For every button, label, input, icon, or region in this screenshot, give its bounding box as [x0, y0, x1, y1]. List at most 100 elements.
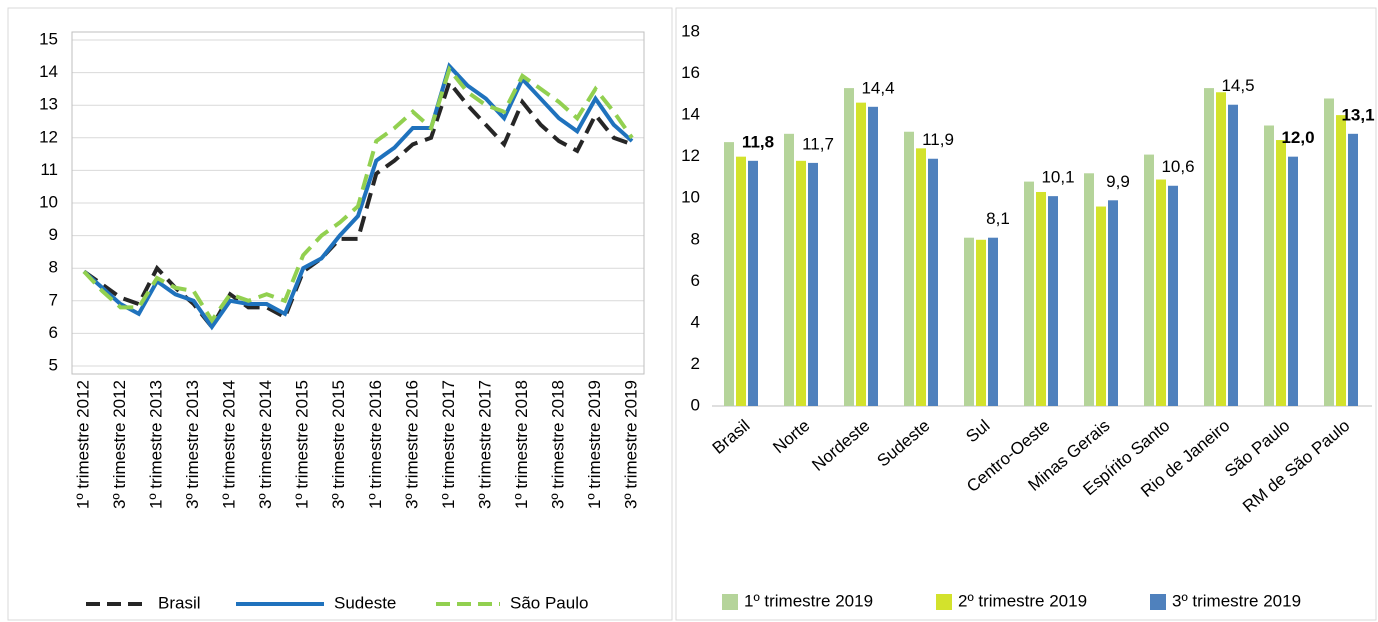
x-tick-label: Brasil [709, 416, 754, 458]
y-tick-label: 2 [691, 354, 700, 373]
y-tick-label: 15 [39, 29, 58, 48]
bar [1084, 173, 1094, 406]
bar [1024, 181, 1034, 406]
x-tick-label: 3º trimestre 2015 [329, 380, 348, 509]
x-tick-label: RM de São Paulo [1239, 416, 1353, 516]
x-tick-label: 3º trimestre 2018 [548, 380, 567, 509]
legend-label: 1º trimestre 2019 [744, 591, 873, 610]
x-tick-label: 3º trimestre 2014 [256, 380, 275, 509]
data-label: 11,8 [742, 132, 774, 151]
x-tick-label: 1º trimestre 2018 [512, 380, 531, 509]
y-tick-label: 10 [39, 192, 58, 211]
bar [964, 237, 974, 406]
bar [784, 133, 794, 407]
y-tick-label: 16 [681, 63, 700, 82]
bar [1336, 115, 1346, 406]
bar [928, 158, 938, 406]
y-tick-label: 6 [691, 271, 700, 290]
legend-swatch [1150, 594, 1166, 610]
x-tick-label: 1º trimestre 2013 [147, 380, 166, 509]
data-label: 14,4 [861, 78, 894, 97]
bar [748, 160, 758, 406]
bar [796, 160, 806, 406]
y-tick-label: 12 [681, 146, 700, 165]
bar [1204, 88, 1214, 406]
data-label: 12,0 [1281, 128, 1314, 147]
bar [1156, 179, 1166, 406]
x-tick-label: 1º trimestre 2015 [293, 380, 312, 509]
y-tick-label: 6 [49, 323, 58, 342]
legend-label: São Paulo [510, 593, 588, 612]
bar [916, 148, 926, 406]
x-tick-label: 3º trimestre 2019 [621, 380, 640, 509]
bar [1168, 185, 1178, 406]
bar [904, 131, 914, 406]
y-tick-label: 4 [691, 312, 700, 331]
plot-area [71, 31, 645, 375]
data-label: 13,1 [1341, 105, 1374, 124]
data-label: 11,9 [922, 130, 954, 149]
right-panel [675, 7, 1377, 621]
x-tick-label: 3º trimestre 2013 [183, 380, 202, 509]
left-panel [7, 7, 673, 621]
bar [1288, 156, 1298, 406]
x-tick-label: 1º trimestre 2012 [73, 380, 92, 509]
bar [1216, 92, 1226, 406]
bar [1108, 200, 1118, 406]
bar [1276, 140, 1286, 407]
bar [808, 162, 818, 406]
legend-label: 2º trimestre 2019 [958, 591, 1087, 610]
bar [856, 102, 866, 407]
data-label: 8,1 [986, 209, 1010, 228]
bar [1324, 98, 1334, 406]
bar [868, 106, 878, 407]
legend-label: 3º trimestre 2019 [1172, 591, 1301, 610]
bar [1036, 191, 1046, 406]
bar [1264, 125, 1274, 406]
bar [724, 142, 734, 406]
data-label: 10,1 [1041, 168, 1074, 187]
bar [976, 239, 986, 406]
y-tick-label: 14 [39, 62, 58, 81]
y-tick-label: 18 [681, 21, 700, 40]
x-tick-label: 1º trimestre 2014 [220, 380, 239, 509]
x-tick-label: 3º trimestre 2012 [110, 380, 129, 509]
data-label: 14,5 [1221, 76, 1254, 95]
y-tick-label: 0 [691, 395, 700, 414]
legend-swatch [722, 594, 738, 610]
y-tick-label: 5 [49, 355, 58, 374]
bar [736, 156, 746, 406]
x-tick-label: 1º trimestre 2017 [439, 380, 458, 509]
bar [1096, 206, 1106, 406]
x-tick-label: 3º trimestre 2017 [475, 380, 494, 509]
y-tick-label: 10 [681, 188, 700, 207]
data-label: 9,9 [1106, 172, 1130, 191]
series-line [82, 65, 634, 324]
bar [1144, 154, 1154, 406]
y-tick-label: 8 [691, 229, 700, 248]
x-tick-label: 1º trimestre 2019 [585, 380, 604, 509]
legend-label: Sudeste [334, 593, 396, 612]
y-tick-label: 7 [49, 290, 58, 309]
data-label: 11,7 [802, 134, 834, 153]
y-tick-label: 14 [681, 105, 700, 124]
bar [1348, 133, 1358, 407]
y-tick-label: 8 [49, 258, 58, 277]
x-tick-label: 3º trimestre 2016 [402, 380, 421, 509]
bar [1048, 196, 1058, 406]
y-tick-label: 13 [39, 95, 58, 114]
x-tick-label: 1º trimestre 2016 [366, 380, 385, 509]
x-tick-label: Sul [962, 416, 993, 446]
bar [988, 237, 998, 406]
series-line [82, 62, 634, 331]
x-tick-label: Nordeste [808, 416, 873, 475]
x-tick-label: Norte [769, 416, 813, 457]
legend-swatch [936, 594, 952, 610]
bar [1228, 104, 1238, 406]
y-tick-label: 11 [40, 160, 58, 179]
bar [844, 88, 854, 406]
y-tick-label: 12 [39, 127, 58, 146]
x-tick-label: Sudeste [873, 416, 933, 471]
data-label: 10,6 [1161, 157, 1194, 176]
